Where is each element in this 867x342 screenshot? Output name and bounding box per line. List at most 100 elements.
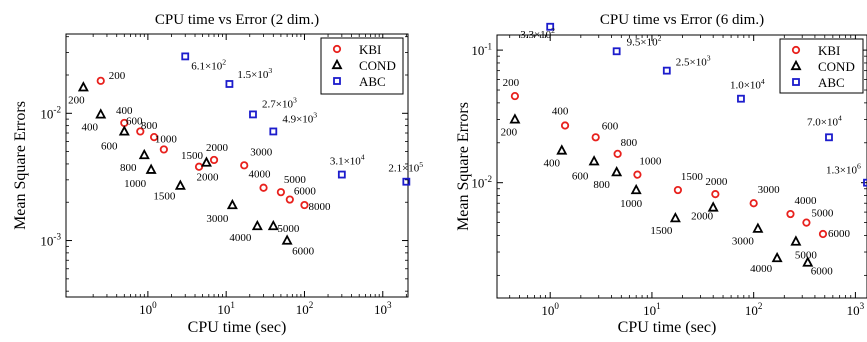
x-tick-label: 102 xyxy=(745,301,763,318)
point-label: 400 xyxy=(552,106,569,118)
chart-panel-1: 100 101 102 10310-310-2CPU time vs Error (2… xyxy=(12,12,423,336)
data-point xyxy=(792,237,800,245)
data-point xyxy=(634,171,640,177)
chart-panel-2: 100 101 102 103 10-2 10-1 CPU time vs Error (6… xyxy=(455,12,867,336)
data-point xyxy=(614,48,620,54)
point-label: 200 xyxy=(109,70,126,82)
data-point xyxy=(269,222,277,230)
data-point xyxy=(250,111,256,117)
legend-entry: ABC xyxy=(818,75,845,90)
point-label: 1500 xyxy=(650,225,673,237)
data-point xyxy=(803,219,809,225)
point-label: 3.1×104 xyxy=(330,153,365,168)
data-point xyxy=(632,186,640,194)
point-label: 200 xyxy=(68,94,85,106)
point-label: 800 xyxy=(621,137,638,149)
point-label: 4000 xyxy=(750,263,773,275)
x-tick-label: 100 xyxy=(541,301,559,318)
data-point xyxy=(826,134,832,140)
point-label: 600 xyxy=(572,170,589,182)
data-point xyxy=(283,236,291,244)
point-label: 6000 xyxy=(294,186,317,198)
data-point xyxy=(260,185,266,191)
point-label: 1.5×103 xyxy=(237,66,272,81)
chart-title: CPU time vs Error (6 dim.) xyxy=(600,12,764,28)
point-label: 5000 xyxy=(811,208,834,220)
data-point xyxy=(98,78,104,84)
point-label: 600 xyxy=(602,120,619,132)
data-point xyxy=(671,214,679,222)
point-label: 9.5×102 xyxy=(627,33,662,48)
data-point xyxy=(738,96,744,102)
data-point xyxy=(226,81,232,87)
x-tick-label: 103 xyxy=(374,300,392,317)
x-tick-label: 100 xyxy=(139,300,157,317)
point-label: 1500 xyxy=(153,191,176,203)
point-label: 2000 xyxy=(705,176,728,188)
point-label: 800 xyxy=(141,120,158,132)
point-label: 1.0×104 xyxy=(730,77,765,92)
data-point xyxy=(228,201,236,209)
y-tick-label: 10-2 xyxy=(471,174,492,191)
data-point xyxy=(512,93,518,99)
point-label: 5000 xyxy=(284,174,307,186)
x-tick-label: 103 xyxy=(847,301,865,318)
y-tick-label: 10-1 xyxy=(471,41,492,58)
data-point xyxy=(79,83,87,91)
point-label: 1000 xyxy=(639,156,662,168)
data-point xyxy=(787,211,793,217)
chart-title: CPU time vs Error (2 dim.) xyxy=(155,12,319,28)
point-label: 200 xyxy=(501,126,518,138)
point-label: 4000 xyxy=(794,195,817,207)
point-label: 5000 xyxy=(277,223,300,235)
legend: KBICONDABC xyxy=(780,39,863,93)
point-label: 2000 xyxy=(196,172,219,184)
point-label: 3.3×102 xyxy=(520,26,555,41)
point-label: 400 xyxy=(81,121,98,133)
x-axis-label: CPU time (sec) xyxy=(188,319,287,336)
y-tick-label: 10-3 xyxy=(40,232,61,249)
x-tick-label: 102 xyxy=(296,300,314,317)
data-point xyxy=(182,53,188,59)
point-label: 1000 xyxy=(620,198,643,210)
point-label: 7.0×104 xyxy=(807,113,842,128)
data-point xyxy=(120,127,128,135)
point-label: 600 xyxy=(101,140,118,152)
data-point xyxy=(278,189,284,195)
data-point xyxy=(664,68,670,74)
point-label: 1500 xyxy=(681,171,704,183)
point-label: 4.9×103 xyxy=(282,111,317,126)
data-point xyxy=(773,254,781,262)
x-axis-label: CPU time (sec) xyxy=(618,319,717,336)
data-point xyxy=(558,146,566,154)
point-label: 800 xyxy=(593,179,610,191)
data-point xyxy=(202,158,210,166)
data-point xyxy=(241,162,247,168)
legend-entry: KBI xyxy=(359,42,381,57)
point-label: 200 xyxy=(503,77,520,89)
x-tick-label: 101 xyxy=(217,300,235,317)
point-label: 3000 xyxy=(732,236,755,248)
data-point xyxy=(712,191,718,197)
point-label: 6000 xyxy=(292,246,315,258)
point-label: 1500 xyxy=(181,150,204,162)
point-label: 6.1×102 xyxy=(191,57,226,72)
point-label: 400 xyxy=(544,157,561,169)
data-point xyxy=(140,151,148,159)
x-tick-label: 101 xyxy=(643,301,661,318)
legend-entry: COND xyxy=(359,58,396,73)
point-label: 4000 xyxy=(229,232,252,244)
data-point xyxy=(592,134,598,140)
data-point xyxy=(820,231,826,237)
data-point xyxy=(301,202,307,208)
y-axis-label: Mean Square Errors xyxy=(12,101,29,230)
point-label: 1000 xyxy=(155,133,178,145)
point-label: 2.5×103 xyxy=(676,54,711,69)
point-label: 6000 xyxy=(828,228,851,240)
point-label: 3000 xyxy=(250,146,273,158)
point-label: 8000 xyxy=(308,201,331,213)
